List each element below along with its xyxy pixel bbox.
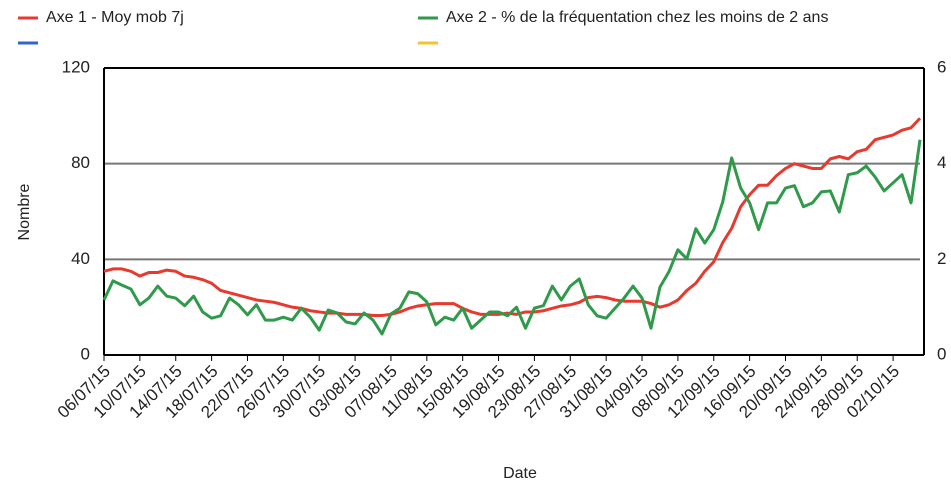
legend-label: Axe 1 - Moy mob 7j bbox=[46, 9, 184, 26]
x-axis-title: Date bbox=[503, 465, 537, 482]
y2-tick-label: 6 bbox=[937, 57, 946, 76]
legend-label: Axe 2 - % de la fréquentation chez les m… bbox=[446, 9, 828, 26]
y2-tick-label: 0 bbox=[937, 344, 946, 363]
y-tick-label: 120 bbox=[62, 57, 90, 76]
y-tick-label: 0 bbox=[81, 344, 90, 363]
y-axis-title: Nombre bbox=[16, 183, 33, 240]
series-line bbox=[102, 139, 922, 336]
y2-tick-label: 2 bbox=[937, 249, 946, 268]
y-tick-label: 40 bbox=[71, 249, 90, 268]
y2-tick-label: 4 bbox=[937, 153, 946, 172]
y-tick-label: 80 bbox=[71, 153, 90, 172]
series-line bbox=[103, 117, 922, 318]
